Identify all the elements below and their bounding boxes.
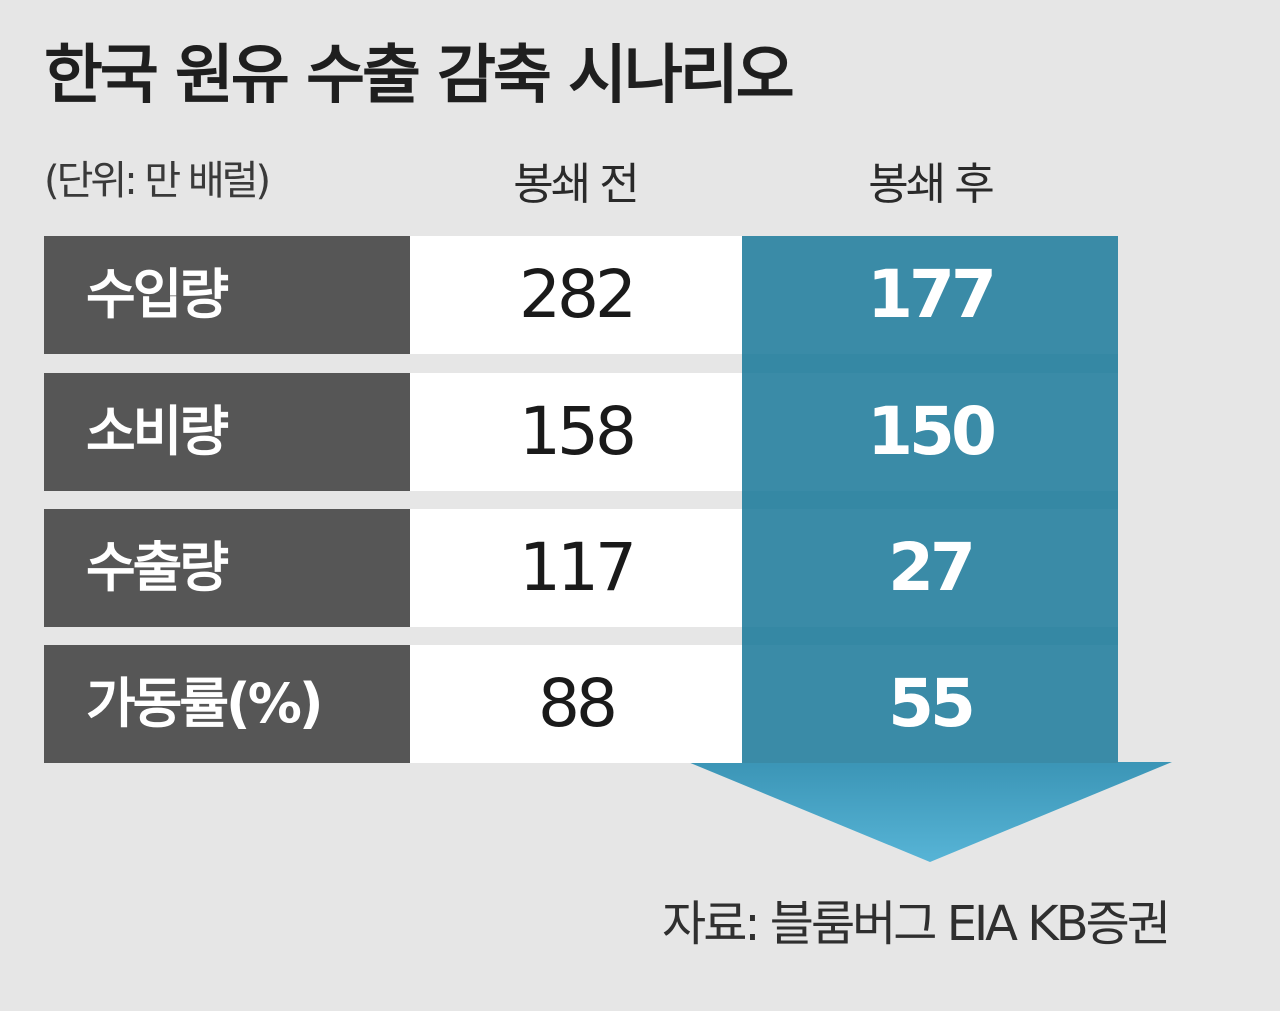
value-after: 27 bbox=[742, 509, 1118, 627]
row-label: 소비량 bbox=[44, 373, 448, 491]
column-header-before: 봉쇄 전 bbox=[513, 159, 639, 210]
unit-label: (단위: 만 배럴) bbox=[44, 158, 271, 204]
row-label: 수입량 bbox=[44, 236, 448, 354]
column-header-after: 봉쇄 후 bbox=[868, 159, 994, 210]
table-row-export: 수출량 117 27 bbox=[44, 509, 1118, 627]
value-before: 117 bbox=[410, 509, 742, 627]
table-row-import: 수입량 282 177 bbox=[44, 236, 1118, 354]
value-after: 150 bbox=[742, 373, 1118, 491]
table-row-consumption: 소비량 158 150 bbox=[44, 373, 1118, 491]
page-title: 한국 원유 수출 감축 시나리오 bbox=[44, 39, 795, 113]
down-arrow-icon bbox=[688, 762, 1172, 862]
table-row-utilization: 가동률(%) 88 55 bbox=[44, 645, 1118, 763]
value-before: 282 bbox=[410, 236, 742, 354]
row-label: 수출량 bbox=[44, 509, 448, 627]
source-note: 자료: 블룸버그 EIA KB증권 bbox=[662, 896, 1171, 952]
value-after: 177 bbox=[742, 236, 1118, 354]
value-before: 158 bbox=[410, 373, 742, 491]
row-label: 가동률(%) bbox=[44, 645, 448, 763]
value-after: 55 bbox=[742, 645, 1118, 763]
value-before: 88 bbox=[410, 645, 742, 763]
